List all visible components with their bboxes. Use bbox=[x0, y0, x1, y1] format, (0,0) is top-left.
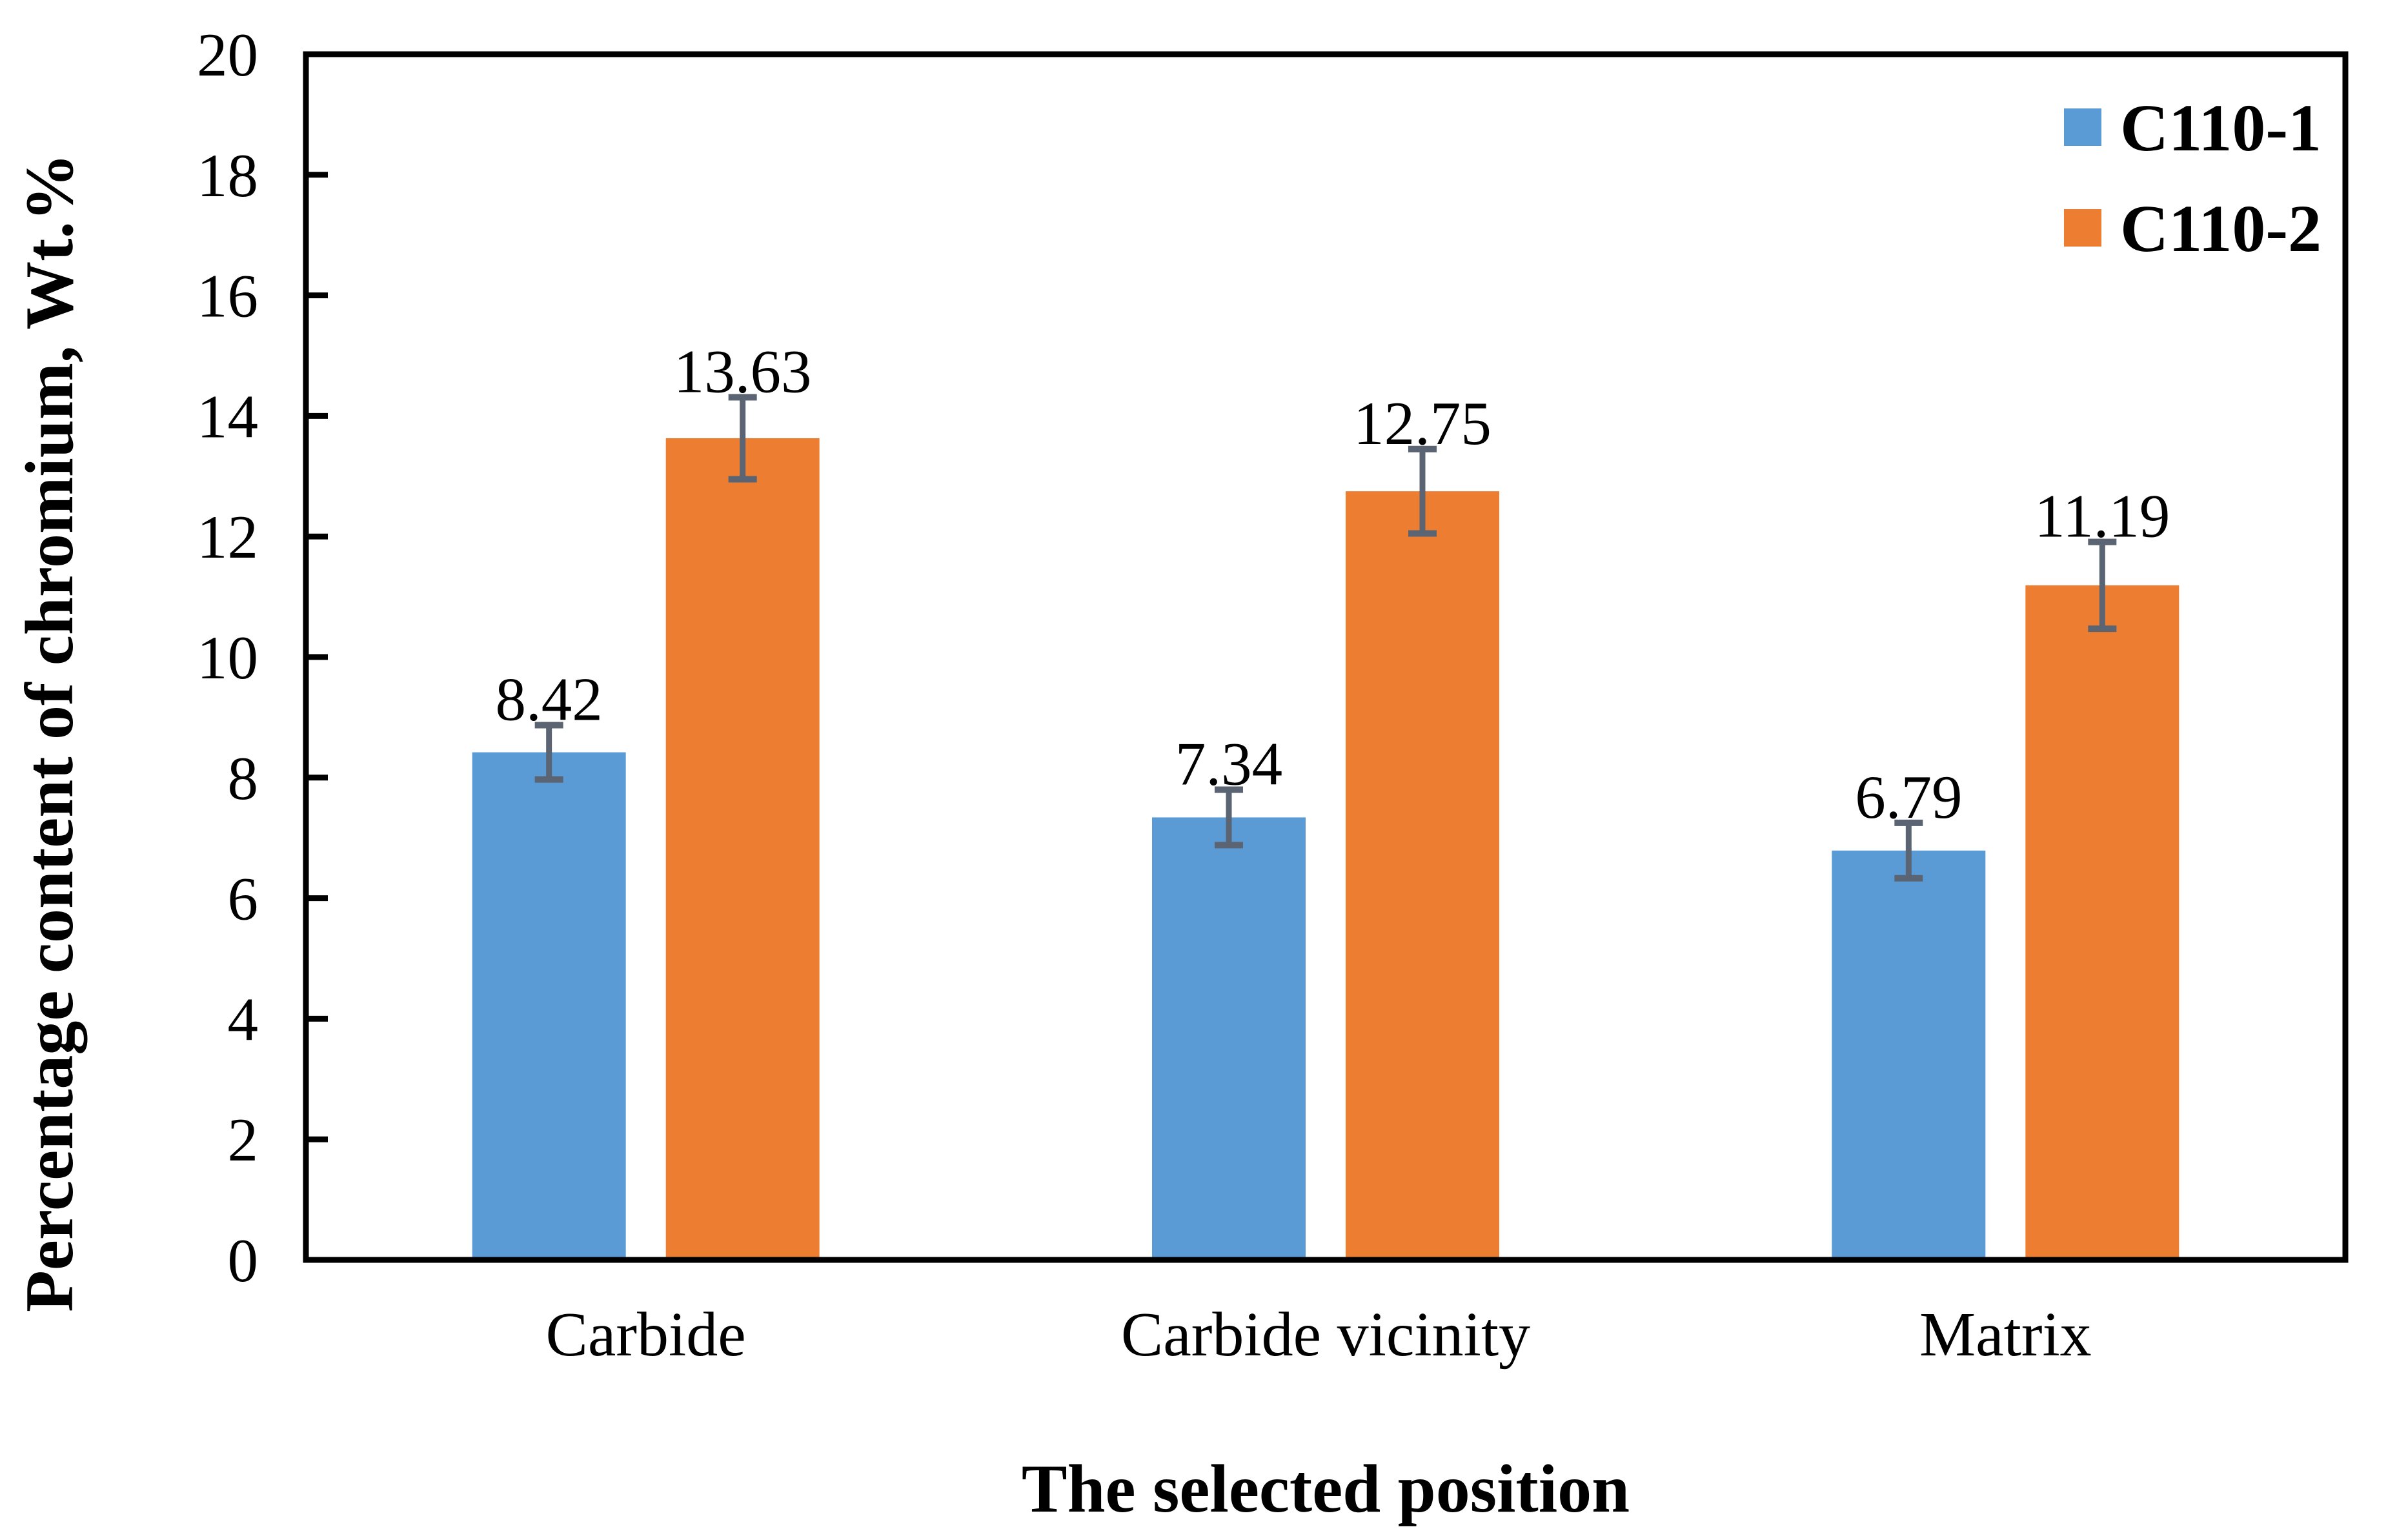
data-label: 7.34 bbox=[1175, 729, 1282, 798]
data-label: 11.19 bbox=[2034, 482, 2170, 551]
x-axis-title: The selected position bbox=[1022, 1451, 1630, 1526]
legend-swatch-C110-1 bbox=[2064, 108, 2101, 146]
y-tick-label: 10 bbox=[197, 623, 258, 692]
y-tick-label: 2 bbox=[228, 1106, 259, 1174]
x-category-label: Matrix bbox=[1919, 1300, 2092, 1370]
y-axis-title: Percentage content of chromium, Wt.% bbox=[12, 153, 87, 1312]
plot-area: 0 2 4 6 8 10 12 14 16 18 20 Carbide Carbide vicinity… bbox=[197, 21, 2349, 1370]
y-tick-label: 4 bbox=[228, 985, 259, 1053]
y-tick-label: 14 bbox=[197, 382, 258, 451]
y-tick-label: 18 bbox=[197, 141, 258, 210]
legend-label-C110-1: C110-1 bbox=[2120, 91, 2321, 165]
legend-swatch-C110-2 bbox=[2064, 209, 2101, 247]
bar-C110-2-carbide bbox=[665, 438, 820, 1260]
bar-C110-2-matrix bbox=[2025, 585, 2180, 1260]
x-category-label: Carbide vicinity bbox=[1121, 1300, 1530, 1370]
data-label: 6.79 bbox=[1855, 763, 1962, 831]
legend-label-C110-2: C110-2 bbox=[2120, 192, 2321, 266]
data-label: 12.75 bbox=[1353, 389, 1492, 458]
y-tick-label: 6 bbox=[228, 865, 259, 933]
data-label: 13.63 bbox=[674, 337, 812, 405]
y-tick-label: 20 bbox=[197, 21, 258, 89]
y-tick-label: 8 bbox=[228, 744, 259, 813]
y-tick-label: 12 bbox=[197, 503, 258, 571]
x-category-label: Carbide bbox=[546, 1300, 746, 1370]
bar-C110-1-matrix bbox=[1832, 850, 1986, 1260]
bar-C110-2-carbide-vicinity bbox=[1346, 491, 1499, 1260]
y-tick-label: 16 bbox=[197, 262, 258, 330]
bar-C110-1-carbide-vicinity bbox=[1152, 817, 1306, 1260]
data-label: 8.42 bbox=[496, 665, 603, 734]
bar-C110-1-carbide bbox=[472, 752, 626, 1260]
y-tick-label: 0 bbox=[228, 1226, 259, 1295]
